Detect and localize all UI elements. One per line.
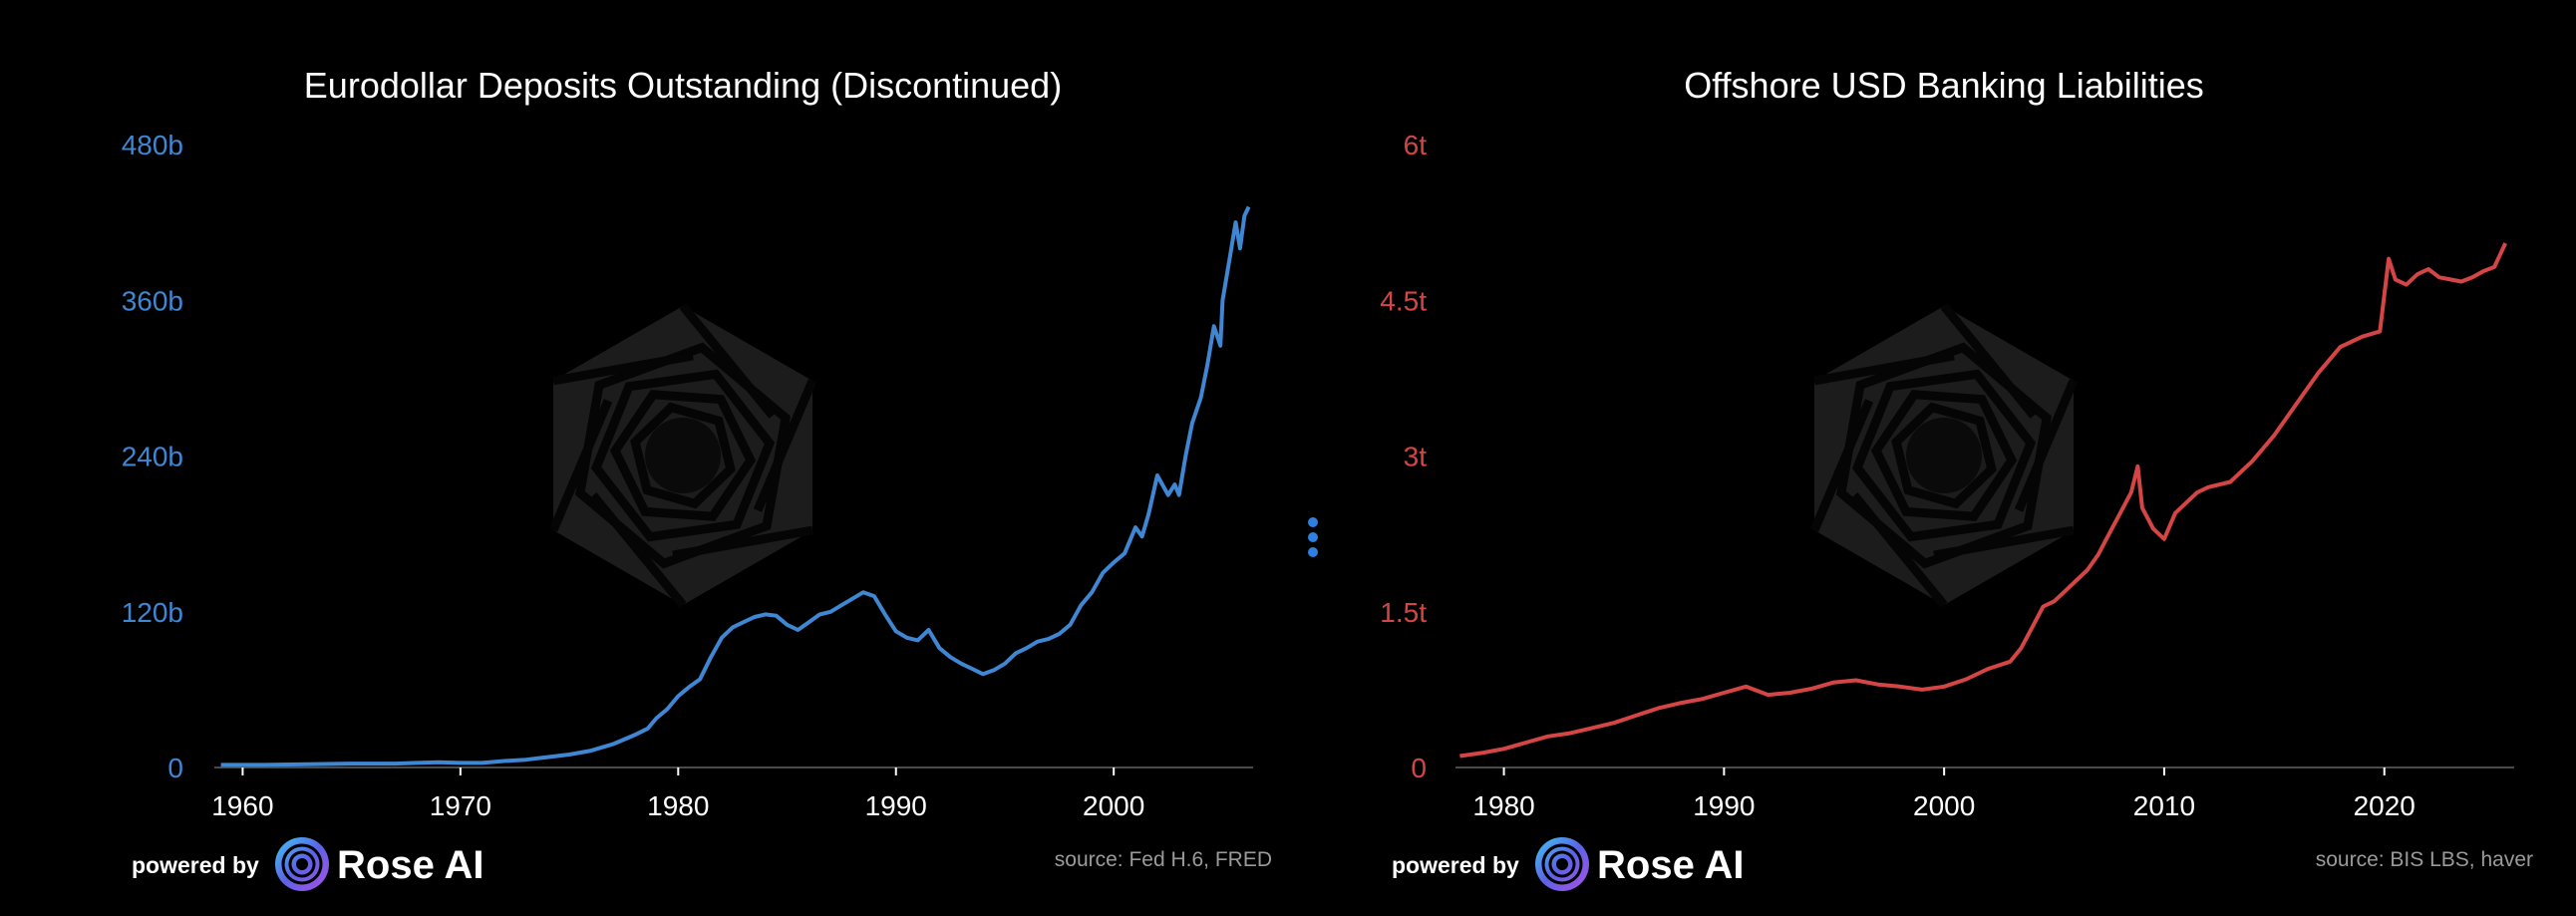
left-x-axis: 1960 1970 1980 1990 2000 [211,767,1144,821]
powered-by-label: powered by [1392,852,1519,878]
right-x-tick-label: 2000 [1913,790,1975,821]
right-y-tick-label: 1.5t [1380,597,1427,628]
left-chart: Eurodollar Deposits Outstanding (Discont… [122,65,1272,893]
right-x-tick-label: 1980 [1472,790,1534,821]
left-y-tick-label: 360b [122,285,183,316]
right-branding: powered by Rose AI [1392,835,1744,893]
vertical-ellipsis-icon[interactable] [1308,517,1318,557]
right-series-line [1459,242,2508,759]
left-y-tick-label: 0 [167,753,183,783]
left-y-tick-label: 240b [122,442,183,472]
right-x-tick-label: 1990 [1693,790,1755,821]
right-y-tick-label: 0 [1411,753,1427,783]
watermark-icon [553,306,812,605]
watermark-icon [1814,306,2074,605]
rose-ai-logo-icon [1533,835,1591,893]
left-x-tick-label: 1980 [647,790,709,821]
left-y-tick-label: 480b [122,130,183,160]
right-source-note: source: BIS LBS, haver [2316,848,2533,871]
right-y-axis: 0 1.5t 3t 4.5t 6t [1380,130,1427,783]
right-y-tick-label: 3t [1404,442,1428,472]
right-x-tick-label: 2020 [2354,790,2415,821]
right-chart: Offshore USD Banking Liabilities 0 1.5t 3t… [1380,65,2533,893]
rose-ai-logo-icon [273,835,331,893]
left-series-line [220,205,1251,767]
brand-name: Rose AI [1597,843,1744,887]
left-chart-title: Eurodollar Deposits Outstanding (Discont… [304,65,1062,106]
left-x-tick-label: 1960 [211,790,273,821]
left-branding: powered by Rose AI [132,835,483,893]
left-x-tick-label: 2000 [1083,790,1144,821]
left-y-axis: 0 120b 240b 360b 480b [122,130,183,783]
powered-by-label: powered by [132,852,259,878]
chart-options-menu[interactable] [1296,508,1330,570]
right-y-tick-label: 4.5t [1380,285,1427,316]
left-source-note: source: Fed H.6, FRED [1055,848,1272,871]
right-y-tick-label: 6t [1404,130,1428,160]
left-y-tick-label: 120b [122,597,183,628]
left-x-tick-label: 1970 [430,790,491,821]
right-x-tick-label: 2010 [2133,790,2195,821]
brand-name: Rose AI [337,843,483,887]
right-chart-title: Offshore USD Banking Liabilities [1684,65,2204,106]
left-x-tick-label: 1990 [865,790,927,821]
right-x-axis: 1980 1990 2000 2010 2020 [1472,767,2415,821]
